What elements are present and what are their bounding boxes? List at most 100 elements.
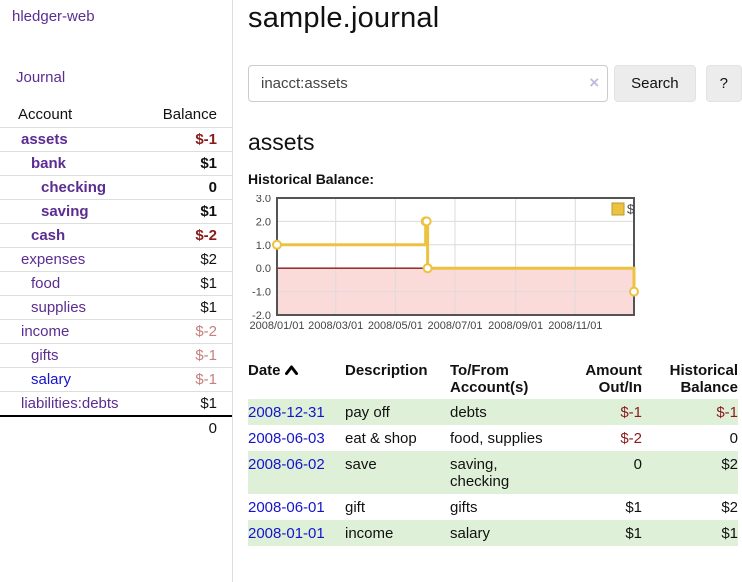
sort-asc-icon xyxy=(284,365,298,375)
search-form: × Search ? xyxy=(248,65,742,102)
account-link[interactable]: assets xyxy=(21,131,68,148)
register-amount: $-1 xyxy=(620,404,642,421)
register-col-accounts: To/From Account(s) xyxy=(450,362,529,396)
account-link[interactable]: bank xyxy=(31,155,67,172)
account-balance: $1 xyxy=(200,299,217,316)
account-row: saving $1 xyxy=(0,199,232,223)
account-balance: $1 xyxy=(200,395,217,412)
chart-title-label: Historical Balance: xyxy=(248,171,375,187)
account-balance: $1 xyxy=(200,203,217,220)
register-description: income xyxy=(345,525,394,542)
register-balance: $2 xyxy=(721,456,738,473)
register-description: pay off xyxy=(345,404,390,421)
account-link[interactable]: cash xyxy=(31,227,66,244)
register-amount: $1 xyxy=(625,499,642,516)
account-balance: $-1 xyxy=(195,371,217,388)
account-row: gifts $-1 xyxy=(0,343,232,367)
account-link[interactable]: income xyxy=(21,323,70,340)
account-row: liabilities:debts $1 xyxy=(0,391,232,415)
svg-text:2008/07/01: 2008/07/01 xyxy=(427,320,482,332)
register-amount: $-2 xyxy=(620,430,642,447)
account-column-header: Account xyxy=(18,106,73,123)
register-balance: 0 xyxy=(729,430,738,447)
account-link[interactable]: saving xyxy=(41,203,89,220)
svg-text:1.0: 1.0 xyxy=(256,240,271,252)
account-link[interactable]: gifts xyxy=(31,347,59,364)
table-row: 2008-06-02 save saving, checking 0 $2 xyxy=(248,451,738,494)
register-date-link[interactable]: 2008-12-31 xyxy=(248,404,325,421)
svg-text:2008/09/01: 2008/09/01 xyxy=(488,320,543,332)
register-col-amount: Amount Out/In xyxy=(585,362,642,396)
account-row: expenses $2 xyxy=(0,247,232,271)
register-accounts: debts xyxy=(450,404,487,421)
account-link[interactable]: checking xyxy=(41,179,107,196)
historical-balance-chart: $3.0 2.0 1.0 0.0 -1.0 -2.0 2008/01/01 2008/03/0… xyxy=(248,193,742,337)
table-row: 2008-06-03 eat & shop food, supplies $-2 0 xyxy=(248,425,738,451)
account-balance: $2 xyxy=(200,251,217,268)
register-amount: 0 xyxy=(633,456,642,473)
register-date-link[interactable]: 2008-01-01 xyxy=(248,525,325,542)
register-accounts: salary xyxy=(450,525,491,542)
accounts-total-row: 0 xyxy=(0,415,232,440)
svg-text:-2.0: -2.0 xyxy=(252,310,271,322)
svg-text:2008/03/01: 2008/03/01 xyxy=(308,320,363,332)
account-link[interactable]: expenses xyxy=(21,251,86,268)
main-content: sample.journal × Search ? assets Histori… xyxy=(248,0,742,546)
register-date-link[interactable]: 2008-06-03 xyxy=(248,430,325,447)
register-date-link[interactable]: 2008-06-02 xyxy=(248,456,325,473)
svg-text:2008/05/01: 2008/05/01 xyxy=(368,320,423,332)
register-table: Date Description To/From Account(s) Amou… xyxy=(248,359,738,546)
sidebar: hledger-web Journal Account Balance asse… xyxy=(0,0,233,582)
account-balance: $1 xyxy=(200,275,217,292)
search-button[interactable]: Search xyxy=(614,65,696,102)
clear-search-icon[interactable]: × xyxy=(589,73,600,92)
account-link[interactable]: liabilities:debts xyxy=(21,395,119,412)
register-description: eat & shop xyxy=(345,430,417,447)
table-row: 2008-06-01 gift gifts $1 $2 xyxy=(248,494,738,520)
register-date-link[interactable]: 2008-06-01 xyxy=(248,499,325,516)
svg-text:-1.0: -1.0 xyxy=(252,287,271,299)
register-accounts: saving, checking xyxy=(450,456,510,490)
date-header-label: Date xyxy=(248,362,281,379)
account-row: supplies $1 xyxy=(0,295,232,319)
register-header-row: Date Description To/From Account(s) Amou… xyxy=(248,359,738,399)
page-title: sample.journal xyxy=(248,2,440,34)
register-balance: $-1 xyxy=(716,404,738,421)
svg-text:0.0: 0.0 xyxy=(256,263,271,275)
account-balance: 0 xyxy=(208,179,217,196)
account-row: assets $-1 xyxy=(0,127,232,151)
account-row: bank $1 xyxy=(0,151,232,175)
account-heading: assets xyxy=(248,129,315,155)
table-row: 2008-01-01 income salary $1 $1 xyxy=(248,520,738,546)
account-link[interactable]: supplies xyxy=(31,299,87,316)
register-col-date[interactable]: Date xyxy=(248,359,345,399)
brand-link[interactable]: hledger-web xyxy=(12,8,95,25)
register-accounts: gifts xyxy=(450,499,478,516)
register-description: save xyxy=(345,456,377,473)
accounts-header: Account Balance xyxy=(0,102,232,127)
table-row: 2008-12-31 pay off debts $-1 $-1 xyxy=(248,399,738,425)
register-accounts: food, supplies xyxy=(450,430,543,447)
svg-text:$: $ xyxy=(627,202,635,217)
sidebar-item-journal[interactable]: Journal xyxy=(16,69,66,86)
svg-text:3.0: 3.0 xyxy=(256,195,271,205)
account-balance: $-1 xyxy=(195,347,217,364)
account-row: checking 0 xyxy=(0,175,232,199)
balance-column-header: Balance xyxy=(162,106,217,123)
svg-text:2008/01/01: 2008/01/01 xyxy=(249,320,304,332)
register-col-description: Description xyxy=(345,362,428,379)
search-input[interactable] xyxy=(248,65,609,102)
register-body: 2008-12-31 pay off debts $-1 $-1 2008-06-03 ea… xyxy=(248,399,738,546)
help-button[interactable]: ? xyxy=(705,65,742,102)
register-amount: $1 xyxy=(625,525,642,542)
account-link[interactable]: salary xyxy=(31,371,72,388)
account-link[interactable]: food xyxy=(31,275,61,292)
register-balance: $1 xyxy=(721,525,738,542)
register-description: gift xyxy=(345,499,366,516)
account-row: income $-2 xyxy=(0,319,232,343)
account-row: food $1 xyxy=(0,271,232,295)
register-balance: $2 xyxy=(721,499,738,516)
accounts-list: assets $-1 bank $1 checking 0 saving $1 cash $-2 e… xyxy=(0,127,232,415)
account-row: salary $-1 xyxy=(0,367,232,391)
